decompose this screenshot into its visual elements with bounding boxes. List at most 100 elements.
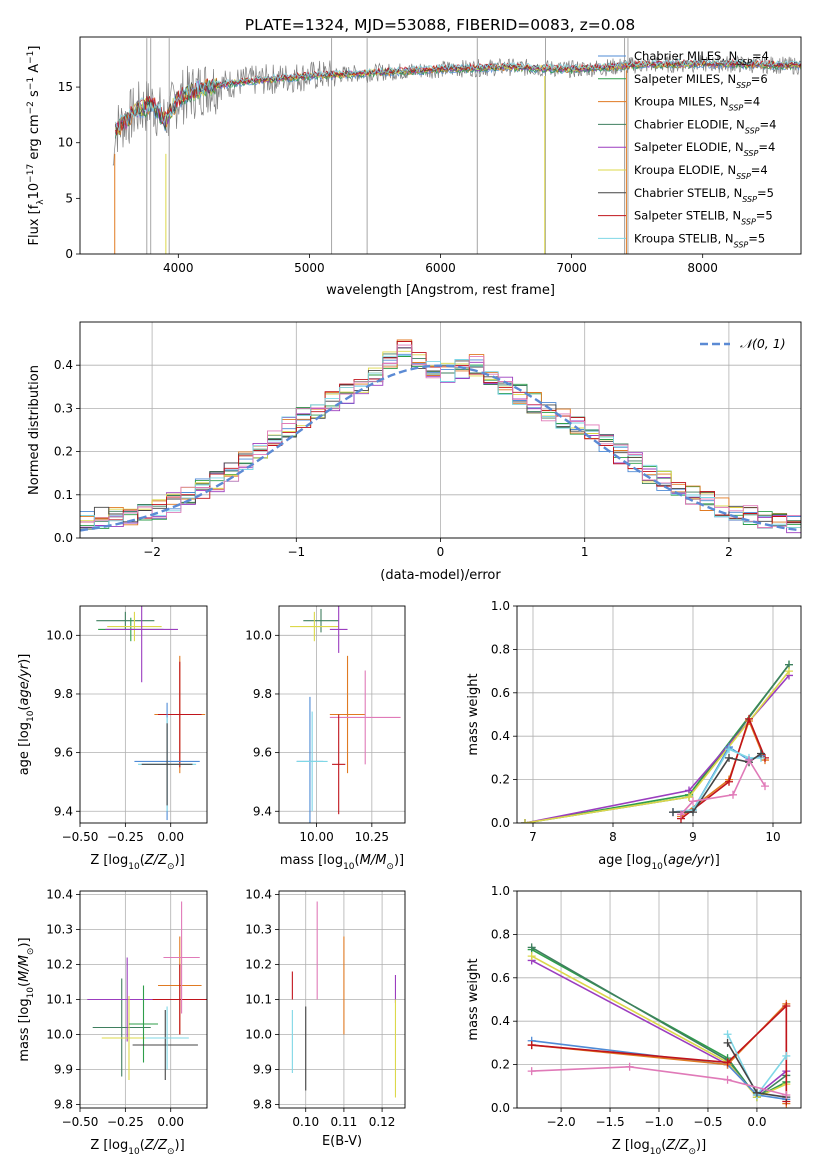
y-tick-label: 0.0	[54, 531, 73, 545]
legend-entry: Chabrier MILES, NSSP=4	[634, 49, 769, 67]
errorbar-point	[158, 661, 202, 768]
plus-marker	[527, 943, 536, 952]
residuals-frame	[79, 321, 802, 539]
plus-marker	[757, 749, 765, 758]
y-tick-label: 0.4	[491, 1014, 510, 1028]
plus-marker	[669, 808, 677, 817]
legend-entry: Kroupa STELIB, NSSP=5	[634, 231, 765, 249]
x-tick-label: 6000	[425, 261, 456, 275]
y-tick-label: 9.9	[253, 1063, 272, 1077]
y-tick-label: 10.0	[46, 1028, 73, 1042]
residuals-y-axis-label: Normed distribution	[27, 365, 42, 495]
plus-marker	[625, 1062, 634, 1071]
plus-marker	[745, 714, 753, 723]
legend-entry: Salpeter MILES, NSSP=6	[634, 72, 768, 90]
x-tick-label: −0.5	[693, 1115, 722, 1129]
x-tick-label: −1.0	[644, 1115, 673, 1129]
errorbar-point	[105, 606, 178, 683]
y-tick-label: 10.3	[245, 923, 272, 937]
spectrum-x-axis-label: wavelength [Angstrom, rest frame]	[326, 283, 555, 298]
y-tick-label: 9.4	[253, 804, 272, 818]
plus-marker	[685, 792, 693, 801]
errorbar-point	[290, 611, 339, 642]
plus-marker	[677, 810, 685, 819]
spectrum-series	[112, 38, 801, 254]
x-tick-label: −0.25	[107, 830, 144, 844]
y-tick-label: 9.6	[253, 746, 272, 760]
plus-marker	[723, 1030, 732, 1039]
x-tick-label: −0.50	[62, 1115, 99, 1129]
plus-marker	[725, 745, 733, 754]
y-tick-label: 9.8	[54, 687, 73, 701]
plus-marker	[729, 790, 737, 799]
plus-marker	[745, 756, 753, 765]
x-tick-label: −2	[143, 545, 161, 559]
y-tick-label: 0.2	[491, 773, 510, 787]
x-tick-label: 2	[725, 545, 733, 559]
model-spectrum-line	[115, 61, 801, 137]
plus-marker	[752, 1088, 761, 1097]
massweight-vs-Z-x-axis-label: Z [log10(Z/Z⊙)]	[612, 1138, 706, 1157]
y-tick-label: 10.4	[245, 888, 272, 902]
plus-marker	[785, 667, 793, 676]
x-tick-label: −2.0	[546, 1115, 575, 1129]
figure-title: PLATE=1324, MJD=53088, FIBERID=0083, z=0…	[245, 16, 635, 34]
mass-vs-Z-errorbars	[87, 901, 207, 1080]
y-tick-label: 10	[58, 136, 73, 150]
legend-entry: Chabrier ELODIE, NSSP=4	[634, 117, 776, 135]
plus-marker	[723, 1075, 732, 1084]
y-tick-label: 5	[65, 191, 73, 205]
plus-marker	[689, 797, 697, 806]
x-tick-label: −0.50	[62, 830, 99, 844]
errorbar-point	[329, 606, 348, 653]
age-vs-Z-x-axis-label: Z [log10(Z/Z⊙)]	[90, 853, 184, 872]
residual-histograms	[80, 339, 801, 534]
y-tick-label: 0.1	[54, 488, 73, 502]
plus-marker	[782, 1002, 791, 1011]
x-tick-label: 0	[437, 545, 445, 559]
y-tick-label: 10.4	[46, 888, 73, 902]
x-tick-label: 7000	[556, 261, 587, 275]
plus-marker	[689, 808, 697, 817]
massweight-vs-age-y-axis-label: mass weight	[466, 673, 481, 755]
y-tick-label: 0.8	[491, 927, 510, 941]
y-tick-label: 10.2	[245, 958, 272, 972]
mass-vs-Z-x-axis-label: Z [log10(Z/Z⊙)]	[90, 1138, 184, 1157]
age-vs-mass-axes: 10.00 10.25 9.4 9.6 9.8 10.0	[245, 606, 405, 844]
y-tick-label: 10.1	[245, 993, 272, 1007]
y-tick-label: 0.6	[491, 971, 510, 985]
y-tick-label: 9.9	[54, 1063, 73, 1077]
y-tick-label: 0.8	[491, 642, 510, 656]
x-tick-label: 7	[529, 830, 537, 844]
massweight-vs-Z-y-axis-label: mass weight	[466, 958, 481, 1040]
y-tick-label: 0.0	[491, 1101, 510, 1115]
y-tick-label: 1.0	[491, 599, 510, 613]
errorbar-point	[92, 978, 151, 1077]
x-tick-label: −1.5	[595, 1115, 624, 1129]
massweight-vs-Z-frame	[516, 890, 802, 1109]
legend-entry: Kroupa ELODIE, NSSP=4	[634, 163, 768, 181]
y-tick-label: 10.2	[46, 958, 73, 972]
plus-marker	[725, 753, 733, 762]
legend-entry: Chabrier STELIB, NSSP=5	[634, 186, 774, 204]
plus-marker	[527, 1067, 536, 1076]
plus-marker	[723, 1038, 732, 1047]
x-tick-label: 0.00	[157, 1115, 184, 1129]
y-tick-label: 0.2	[491, 1058, 510, 1072]
y-tick-label: 0	[65, 247, 73, 261]
legend-entry: Kroupa MILES, NSSP=4	[634, 95, 760, 113]
errorbar-point	[132, 1010, 198, 1080]
x-tick-label: 10.00	[299, 830, 333, 844]
age-vs-Z-errorbars	[96, 606, 206, 821]
mass-vs-Z-frame	[79, 890, 208, 1109]
plus-marker	[521, 819, 529, 823]
errorbar-point	[329, 670, 401, 765]
y-tick-label: 0.2	[54, 445, 73, 459]
mass-weight-line	[531, 1039, 787, 1101]
residual-histogram	[80, 344, 801, 528]
plus-marker	[527, 1041, 536, 1050]
plus-marker	[782, 1090, 791, 1099]
legend-entry: 𝒩(0, 1)	[740, 336, 786, 351]
